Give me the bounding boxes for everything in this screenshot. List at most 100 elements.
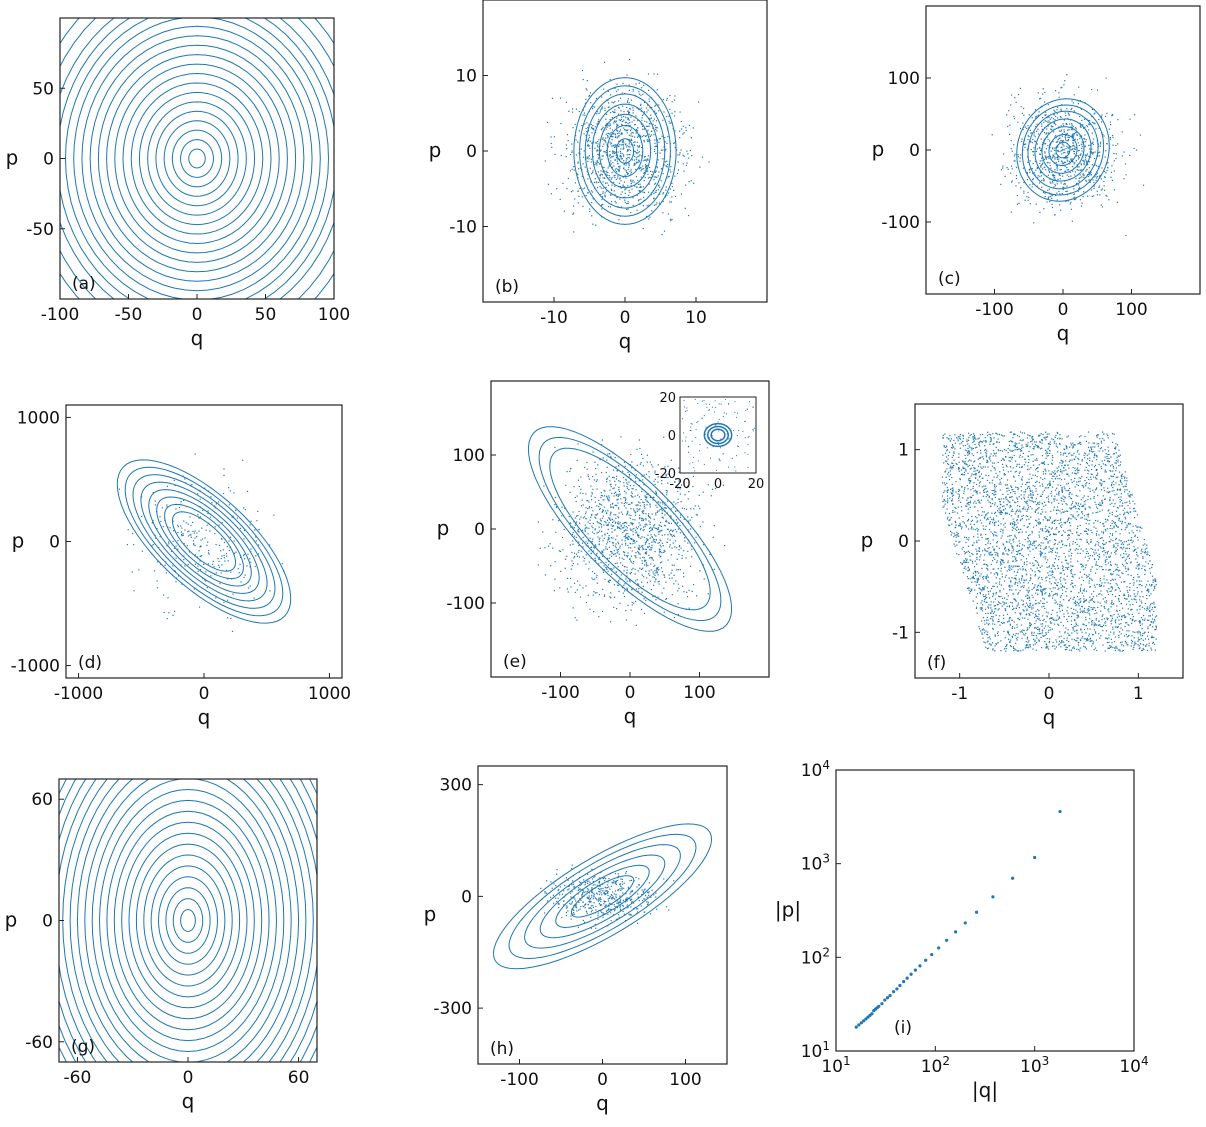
scatter-point xyxy=(642,529,644,531)
scatter-point xyxy=(544,574,547,576)
scatter-point xyxy=(1004,526,1006,528)
scatter-point xyxy=(1061,640,1063,642)
scatter-point xyxy=(703,415,705,417)
scatter-point xyxy=(612,145,614,147)
scatter-point xyxy=(1099,482,1101,484)
scatter-point xyxy=(1028,596,1030,598)
scatter-point xyxy=(637,127,639,129)
scatter-point xyxy=(1043,138,1045,140)
scatter-point xyxy=(1019,157,1021,159)
scatter-point xyxy=(181,583,183,585)
scatter-point xyxy=(616,475,618,477)
scatter-point xyxy=(1144,548,1146,550)
scatter-point xyxy=(636,194,638,196)
scatter-point xyxy=(1021,450,1023,452)
scatter-point xyxy=(230,617,232,620)
scatter-point xyxy=(618,512,620,514)
scatter-point xyxy=(665,581,667,583)
scatter-point xyxy=(1076,483,1078,486)
scatter-point xyxy=(621,152,623,155)
scatter-point xyxy=(660,539,662,542)
scatter-point xyxy=(639,516,641,519)
scatter-point xyxy=(219,583,221,585)
scatter-point xyxy=(643,504,645,506)
scatter-point xyxy=(954,434,956,436)
scatter-point xyxy=(572,526,574,528)
scatter-point xyxy=(1029,171,1031,173)
scatter-point xyxy=(1013,523,1016,525)
scatter-point xyxy=(569,470,571,472)
scatter-point xyxy=(1103,624,1105,626)
scatter-point xyxy=(1003,553,1005,555)
scatter-point xyxy=(657,501,659,503)
scatter-point xyxy=(615,546,617,549)
scatter-point xyxy=(257,553,260,555)
scatter-point xyxy=(615,126,618,128)
scatter-point xyxy=(662,119,664,121)
scatter-point xyxy=(711,435,713,437)
scatter-point xyxy=(957,493,959,495)
scatter-point xyxy=(1009,567,1011,569)
scatter-point xyxy=(992,443,994,445)
scatter-point xyxy=(227,487,230,489)
scatter-point xyxy=(603,495,606,497)
scatter-point xyxy=(1101,206,1104,208)
scatter-point xyxy=(1081,135,1083,137)
scatter-point xyxy=(621,92,623,94)
scatter-point xyxy=(1075,155,1078,157)
scatter-point xyxy=(660,180,662,182)
scatter-point xyxy=(627,156,629,159)
scatter-point xyxy=(1058,617,1061,619)
scatter-point xyxy=(1073,188,1075,190)
scatter-point xyxy=(175,581,177,583)
scatter-point xyxy=(744,452,746,454)
scatter-point xyxy=(1081,176,1083,178)
scatter-point xyxy=(718,458,720,460)
scatter-point xyxy=(981,629,984,631)
scatter-point xyxy=(614,194,616,196)
scatter-point xyxy=(1070,444,1073,446)
y-tick-label: 0 xyxy=(43,150,54,170)
scatter-point xyxy=(611,136,613,138)
scatter-point xyxy=(587,156,589,158)
scatter-point xyxy=(1097,434,1099,436)
scatter-point xyxy=(1075,178,1077,180)
scatter-point xyxy=(1144,569,1146,571)
scatter-point xyxy=(572,511,574,513)
scatter-point xyxy=(214,507,216,509)
scatter-point xyxy=(1077,158,1079,160)
scatter-point xyxy=(606,568,608,571)
scatter-point xyxy=(641,168,643,170)
scatter-point xyxy=(1071,149,1073,151)
scatter-point xyxy=(1124,476,1126,478)
scatter-point xyxy=(650,529,652,532)
scatter-point xyxy=(1026,178,1029,181)
scatter-point xyxy=(1064,165,1066,167)
scatter-point xyxy=(707,593,709,595)
scatter-point xyxy=(652,123,654,125)
scatter-point xyxy=(631,538,633,541)
scatter-point xyxy=(634,185,636,187)
scatter-point xyxy=(640,545,643,547)
scatter-point xyxy=(1055,124,1057,126)
orbit-curve xyxy=(1021,104,1105,196)
scatter-point xyxy=(1023,586,1025,589)
scatter-point xyxy=(646,121,648,123)
panel-label: (c) xyxy=(938,269,961,289)
scatter-point xyxy=(1146,649,1149,652)
scatter-point xyxy=(659,137,662,140)
scatter-point xyxy=(988,529,991,531)
scatter-point xyxy=(667,473,669,475)
scatter-point xyxy=(653,524,656,526)
scatter-point xyxy=(998,620,1000,623)
scatter-point xyxy=(673,142,675,144)
scatter-point xyxy=(615,478,618,480)
scatter-point xyxy=(673,534,675,536)
scatter-point xyxy=(596,113,598,115)
scatter-point xyxy=(1133,147,1135,149)
orbit-curve xyxy=(73,18,321,299)
scatter-point xyxy=(624,521,627,524)
scatter-point xyxy=(1035,169,1037,171)
scatter-point xyxy=(1077,525,1079,527)
scatter-point xyxy=(1017,154,1019,156)
